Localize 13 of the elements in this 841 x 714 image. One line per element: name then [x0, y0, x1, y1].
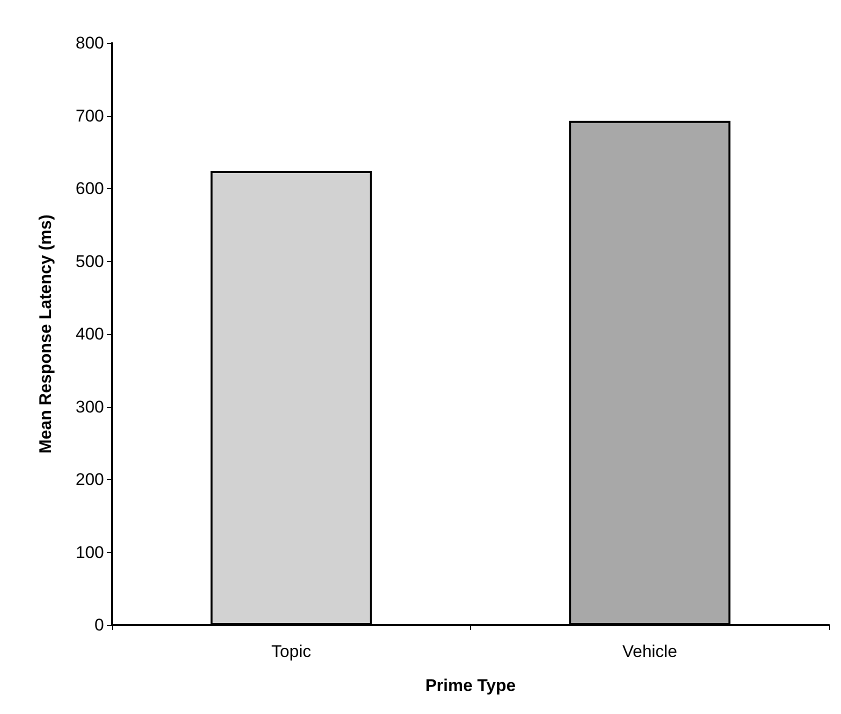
x-tick-label: Topic: [271, 642, 312, 661]
y-tick-label: 300: [76, 397, 104, 416]
y-tick-label: 700: [76, 106, 104, 126]
x-axis-title: Prime Type: [425, 676, 516, 695]
y-tick-label: 200: [76, 470, 104, 489]
y-tick-label: 800: [76, 34, 104, 52]
y-tick-label: 0: [94, 616, 104, 634]
y-tick-label: 400: [76, 324, 104, 344]
y-axis-title: Mean Response Latency (ms): [36, 214, 55, 454]
y-tick-label: 500: [76, 252, 104, 271]
y-tick-label: 100: [76, 542, 104, 562]
x-tick-label: Vehicle: [622, 642, 678, 661]
y-tick-label: 600: [76, 179, 104, 198]
